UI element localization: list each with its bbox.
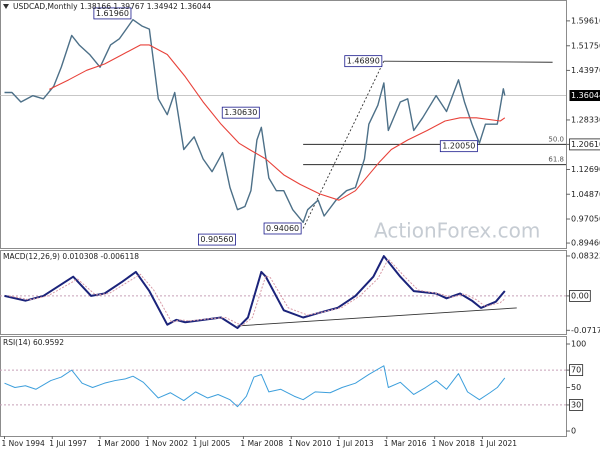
panel-title: RSI(14) 60.9592 bbox=[3, 338, 64, 347]
x-tick-label: 1 Nov 1994 bbox=[2, 439, 45, 448]
y-tick-label: 100 bbox=[571, 340, 586, 349]
y-tick-label: 1.12690 bbox=[571, 165, 600, 174]
level-label: 61.8 bbox=[548, 156, 564, 164]
x-tick-label: 1 Nov 2010 bbox=[288, 439, 331, 448]
y-tick-label: 1.20610 bbox=[571, 140, 600, 149]
last-price-label: 1.36044 bbox=[571, 91, 600, 100]
y-tick-label: 0.00 bbox=[571, 291, 589, 300]
x-tick-label: 1 Mar 2008 bbox=[240, 439, 283, 448]
x-tick-label: 1 Mar 2016 bbox=[384, 439, 427, 448]
x-tick-label: 1 Jul 2013 bbox=[336, 439, 374, 448]
y-tick-label: 0.89460 bbox=[571, 239, 600, 248]
y-tick-label: 1.59610 bbox=[571, 16, 600, 25]
y-tick-label: -0.071752 bbox=[571, 326, 600, 335]
panel-title: MACD(12,26,9) 0.010308 -0.006118 bbox=[3, 252, 139, 261]
annotation-label: 0.94060 bbox=[266, 224, 299, 233]
y-tick-label: 0.083235 bbox=[571, 251, 600, 260]
y-tick-label: 1.51750 bbox=[571, 41, 600, 50]
y-tick-label: 1.43970 bbox=[571, 66, 600, 75]
x-tick-label: 1 Jul 2005 bbox=[193, 439, 231, 448]
x-tick-label: 1 Jul 1997 bbox=[49, 439, 87, 448]
y-tick-label: 30 bbox=[571, 400, 581, 409]
x-tick-label: 1 Jul 2021 bbox=[479, 439, 517, 448]
y-tick-label: 50 bbox=[571, 383, 581, 392]
annotation-label: 1.30630 bbox=[224, 108, 257, 117]
y-tick-label: 70 bbox=[571, 366, 581, 375]
x-tick-label: 1 Nov 2018 bbox=[432, 439, 475, 448]
panel-title: USDCAD,Monthly 1.38166 1.39767 1.34942 1… bbox=[13, 2, 211, 11]
annotation-label: 1.20050 bbox=[442, 142, 475, 151]
y-tick-label: 0 bbox=[571, 427, 576, 436]
watermark: ActionForex.com bbox=[374, 219, 540, 243]
level-label: 50.0 bbox=[548, 135, 564, 143]
x-tick-label: 1 Nov 2002 bbox=[145, 439, 188, 448]
x-tick-label: 1 Mar 2000 bbox=[97, 439, 140, 448]
annotation-label: 1.46890 bbox=[347, 57, 380, 66]
y-tick-label: 1.28330 bbox=[571, 115, 600, 124]
annotation-label: 0.90560 bbox=[200, 235, 233, 244]
